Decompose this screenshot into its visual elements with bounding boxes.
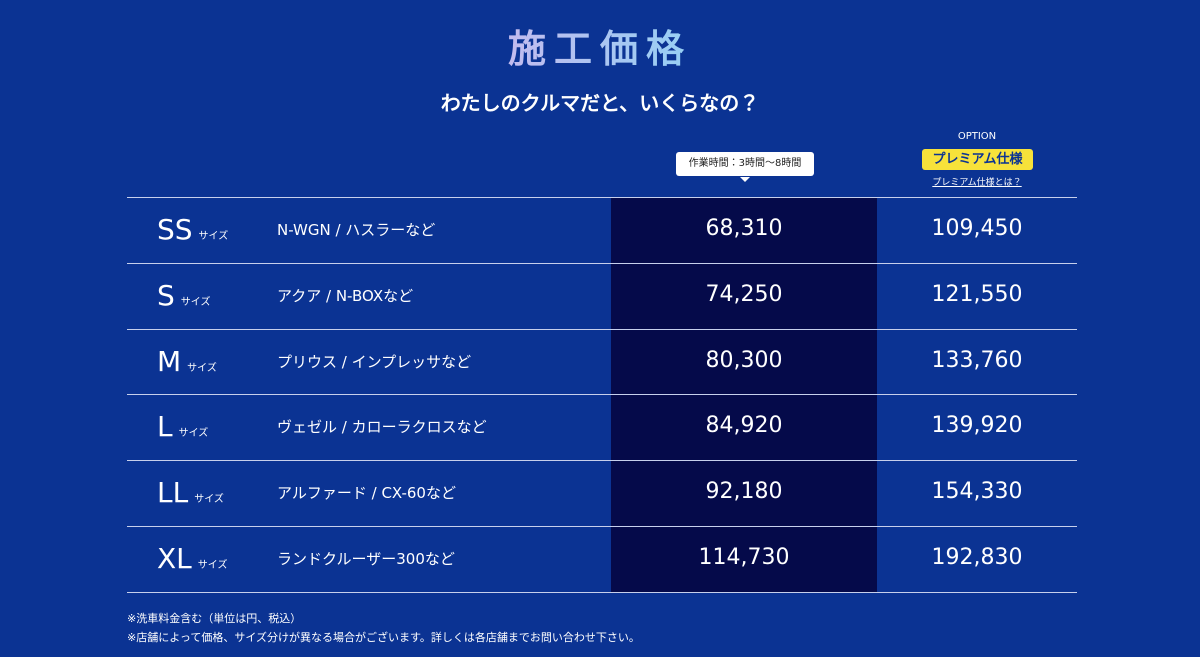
row-divider — [127, 262, 1077, 264]
car-models: プリウス / インプレッサなど — [277, 352, 472, 371]
premium-price: 192,830 — [931, 544, 1023, 570]
row-divider — [127, 197, 1077, 198]
size-suffix: サイズ — [187, 362, 217, 374]
premium-badge: プレミアム仕様 — [922, 149, 1033, 170]
row-divider — [127, 591, 1077, 593]
size-suffix: サイズ — [194, 494, 224, 506]
standard-price: 84,920 — [705, 413, 783, 439]
size-label: SS サイズ — [157, 212, 229, 246]
row-divider — [127, 394, 1077, 396]
size-suffix: サイズ — [180, 296, 211, 308]
premium-price: 121,550 — [931, 281, 1023, 307]
standard-price: 80,300 — [705, 347, 783, 373]
row-divider — [127, 526, 1077, 527]
premium-link[interactable]: プレミアム仕様とは？ — [932, 178, 1022, 188]
standard-price: 74,250 — [705, 281, 783, 307]
car-models: ヴェゼル / カローラクロスなど — [277, 418, 487, 437]
row-divider — [127, 460, 1077, 462]
size-suffix: サイズ — [178, 428, 209, 440]
premium-price: 154,330 — [931, 479, 1023, 505]
row-divider — [127, 328, 1077, 330]
size-suffix: サイズ — [198, 230, 229, 242]
standard-price: 92,180 — [705, 479, 783, 505]
size-label: M サイズ — [157, 344, 217, 378]
size-suffix: サイズ — [197, 559, 228, 571]
title: 施工価格 — [0, 18, 1200, 73]
footnote: ※洗車料金含む（単位は円、税込） — [127, 612, 302, 625]
premium-price: 133,760 — [931, 347, 1023, 373]
car-models: ランドクルーザー300など — [277, 549, 455, 568]
size-label: LL サイズ — [157, 476, 224, 510]
size-label: S サイズ — [157, 278, 211, 312]
time-tooltip: 作業時間：3時間〜8時間 — [676, 152, 814, 182]
premium-price: 139,920 — [931, 413, 1023, 439]
size-label: XL サイズ — [157, 541, 228, 575]
car-models: アルファード / CX-60など — [277, 484, 456, 503]
standard-price: 68,310 — [705, 215, 783, 241]
option-label: OPTION — [957, 131, 997, 142]
standard-price: 114,730 — [698, 544, 790, 570]
subtitle: わたしのクルマだと、いくらなの？ — [440, 91, 760, 115]
size-label: L サイズ — [157, 410, 209, 444]
car-models: アクア / N-BOXなど — [277, 286, 414, 305]
premium-price: 109,450 — [931, 215, 1023, 241]
footnote: ※店舗によって価格、サイズ分けが異なる場合がございます。詳しくは各店舗までお問い… — [127, 631, 640, 644]
car-models: N-WGN / ハスラーなど — [277, 220, 436, 239]
